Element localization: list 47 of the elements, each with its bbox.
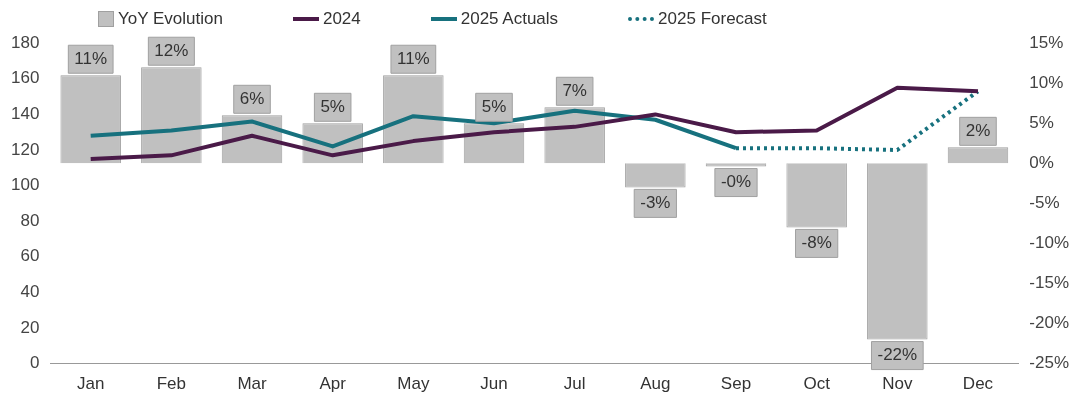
y-tick-label: 180 bbox=[10, 32, 40, 52]
x-tick-label: Aug bbox=[640, 374, 671, 394]
x-tick-label: May bbox=[397, 374, 430, 394]
x-tick-label: Apr bbox=[319, 374, 347, 394]
y2-tick-label: -5% bbox=[1029, 193, 1060, 213]
y2-tick-label: -15% bbox=[1029, 273, 1069, 293]
legend-label: YoY Evolution bbox=[118, 9, 223, 29]
y-tick-label: 100 bbox=[10, 175, 40, 195]
x-tick-label: Nov bbox=[882, 374, 913, 394]
x-tick-label: Dec bbox=[962, 374, 994, 394]
data-label: 7% bbox=[562, 80, 587, 100]
x-tick-label: Jul bbox=[563, 374, 586, 394]
data-label: -0% bbox=[720, 172, 752, 192]
y-tick-label: 0 bbox=[29, 353, 40, 373]
data-label: 11% bbox=[396, 48, 430, 68]
y2-tick-label: 15% bbox=[1029, 32, 1064, 52]
y-tick-label: 140 bbox=[10, 104, 40, 124]
x-tick-label: Feb bbox=[156, 374, 187, 394]
y-tick-label: 80 bbox=[20, 210, 40, 230]
y2-tick-label: 10% bbox=[1029, 72, 1064, 92]
data-label: 2% bbox=[965, 121, 991, 141]
y-tick-label: 60 bbox=[20, 246, 40, 266]
y-tick-label: 40 bbox=[20, 282, 40, 302]
legend-label: 2024 bbox=[322, 9, 361, 29]
y2-tick-label: -25% bbox=[1029, 353, 1069, 373]
y-tick-label: 120 bbox=[10, 139, 40, 159]
data-label: -3% bbox=[640, 193, 671, 213]
data-label: 5% bbox=[481, 96, 507, 116]
x-tick-label: Jan bbox=[76, 374, 105, 394]
data-label: 12% bbox=[154, 40, 189, 60]
legend-label: 2025 Forecast bbox=[658, 9, 767, 29]
data-label: 5% bbox=[320, 96, 345, 116]
x-tick-label: Oct bbox=[803, 374, 831, 394]
data-label: 6% bbox=[239, 88, 265, 108]
legend-label: 2025 Actuals bbox=[460, 9, 559, 29]
x-tick-label: Mar bbox=[237, 374, 267, 394]
data-label: -8% bbox=[801, 233, 832, 253]
y2-tick-label: -10% bbox=[1029, 233, 1069, 253]
y2-tick-label: -20% bbox=[1029, 313, 1069, 333]
y2-tick-label: 5% bbox=[1029, 112, 1054, 132]
x-tick-label: Jun bbox=[480, 374, 508, 394]
data-label: 11% bbox=[74, 48, 108, 68]
y-tick-label: 160 bbox=[10, 68, 40, 88]
data-label: -22% bbox=[877, 345, 918, 365]
y2-tick-label: 0% bbox=[1029, 153, 1054, 173]
x-tick-label: Sep bbox=[720, 374, 752, 394]
y-tick-label: 20 bbox=[20, 317, 40, 337]
